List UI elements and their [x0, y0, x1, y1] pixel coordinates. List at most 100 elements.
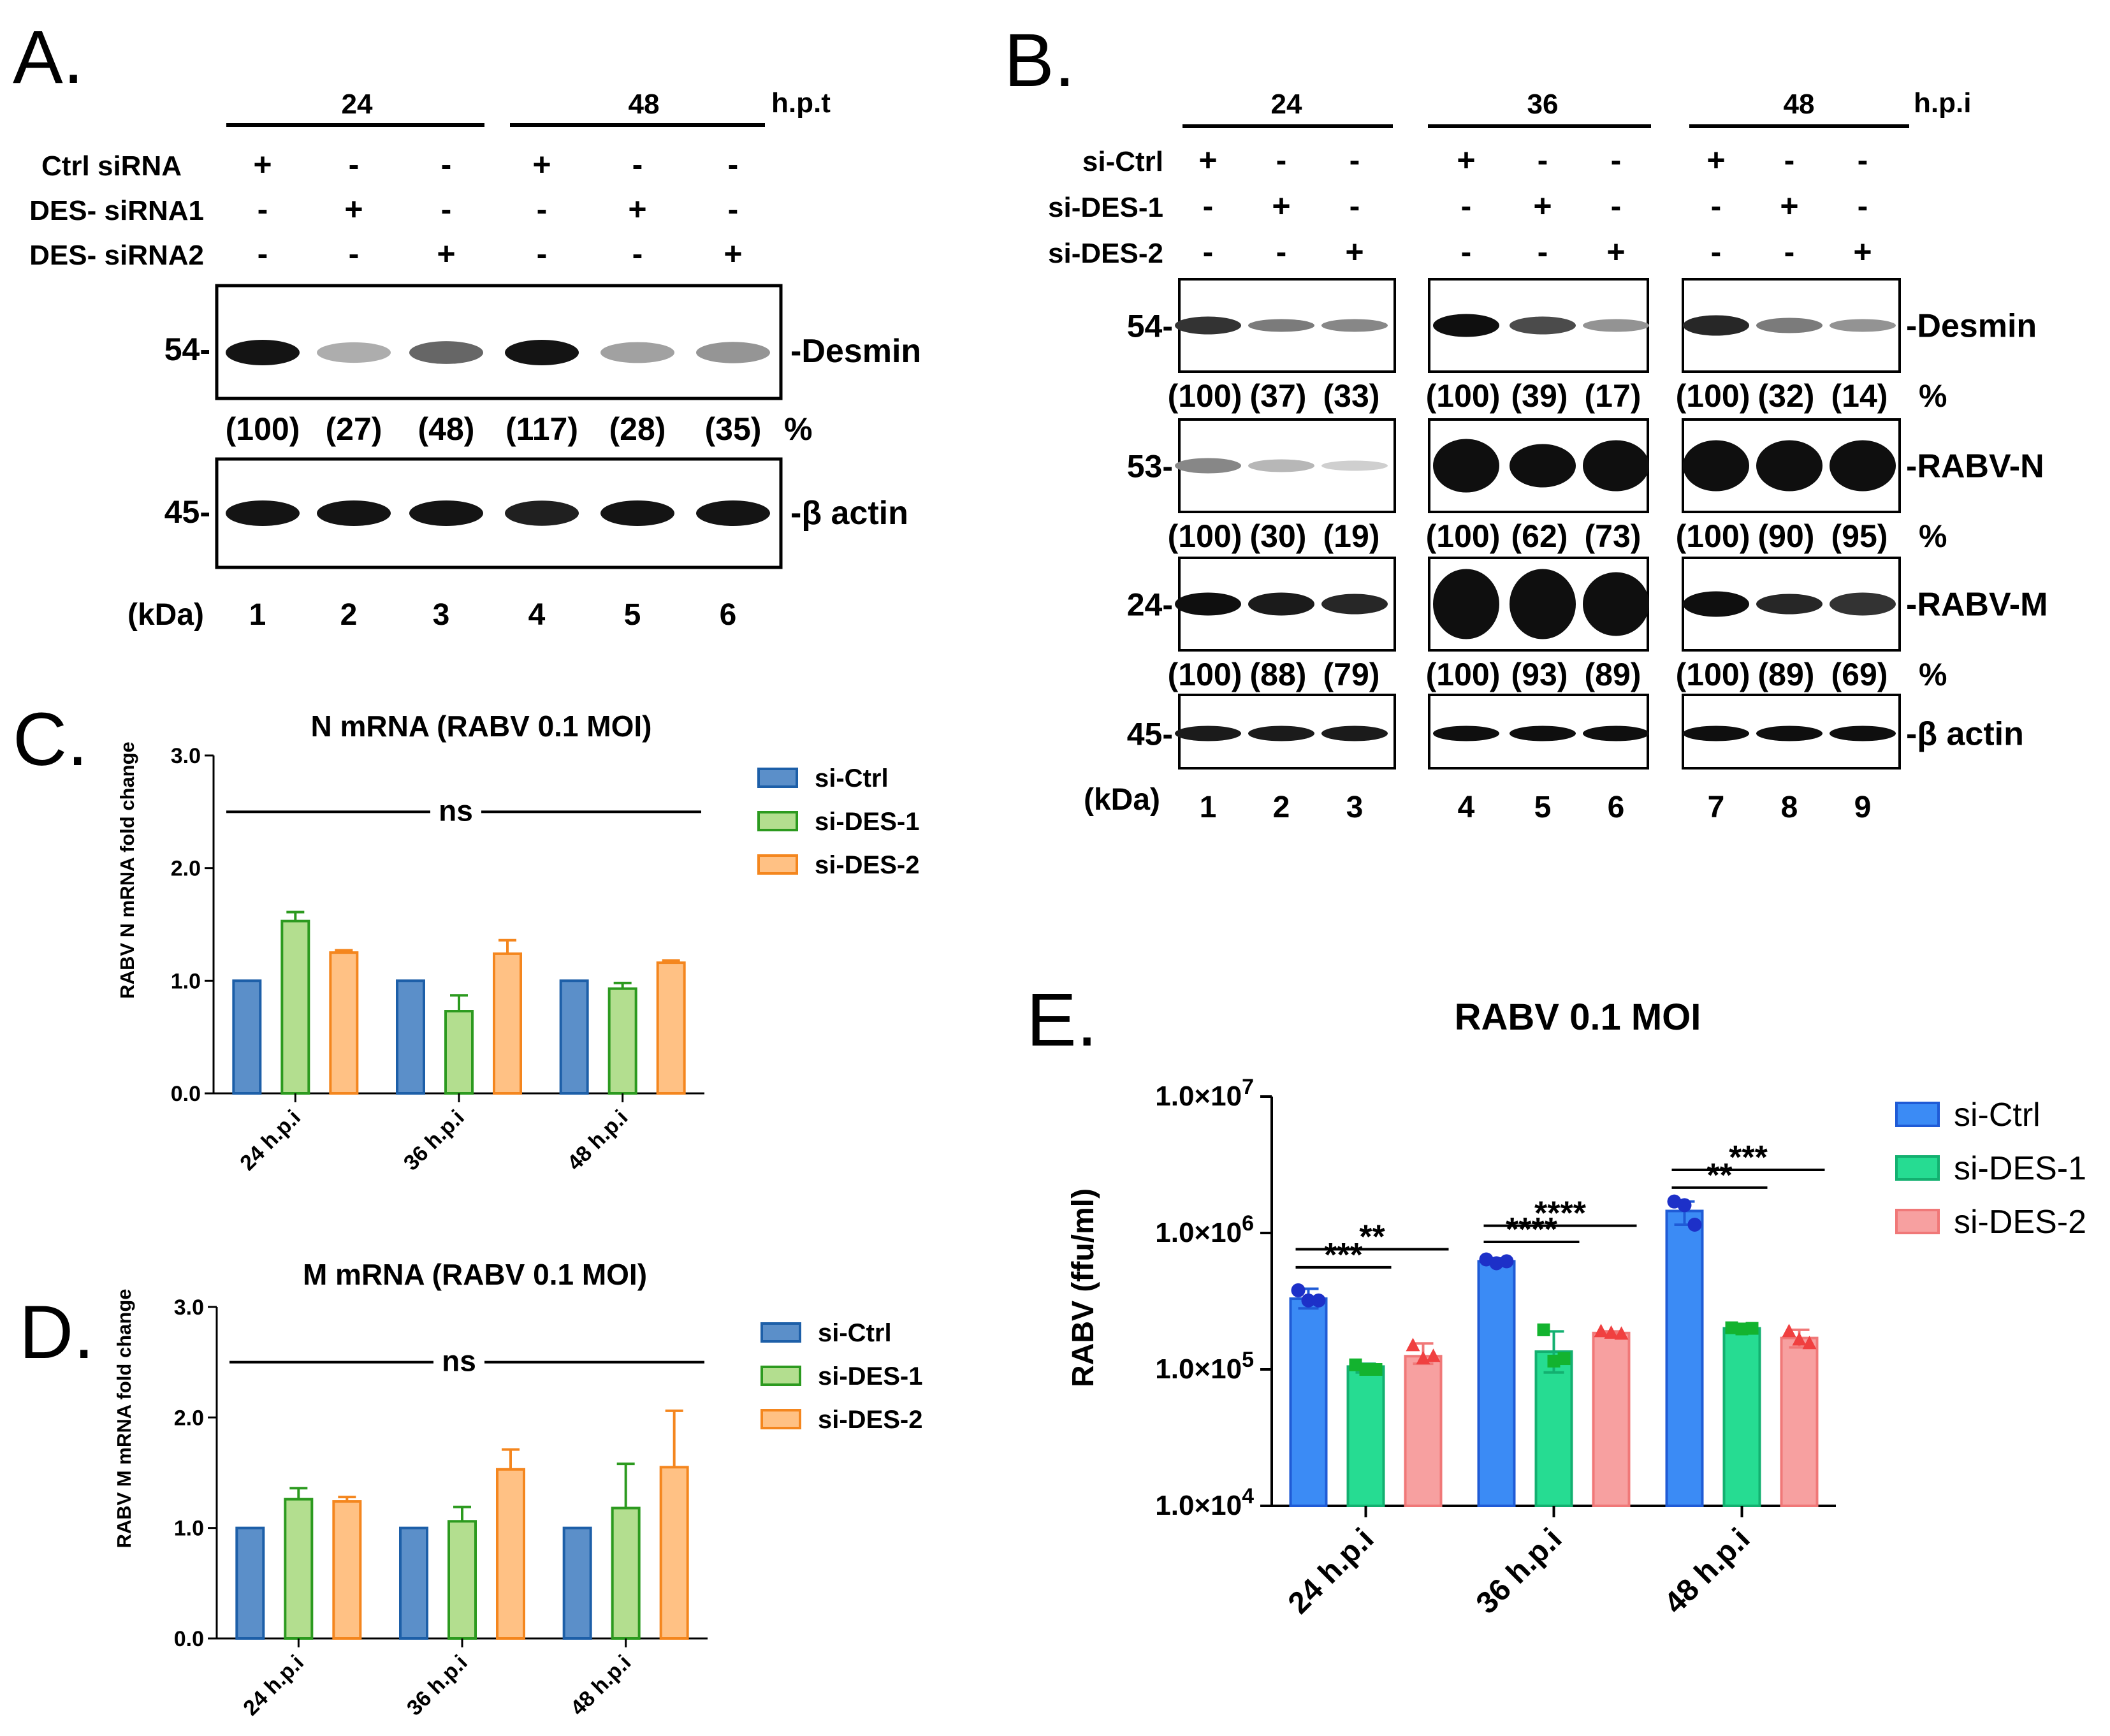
treatment-sign: +: [1706, 142, 1725, 178]
time-group-label: 24: [1271, 89, 1302, 120]
bar: [1477, 1260, 1516, 1508]
kda-marker: 45-: [164, 494, 210, 530]
percent-sign: %: [1919, 518, 1947, 554]
treatment-sign: +: [1853, 234, 1872, 270]
ns-label: ns: [442, 1345, 476, 1378]
protein-band: [1248, 726, 1314, 741]
treatment-sign: -: [258, 191, 268, 227]
protein-band: [317, 342, 391, 363]
quant-value: (89): [1758, 657, 1815, 692]
treatment-sign: -: [728, 191, 739, 227]
actin-blot-frame: [215, 457, 783, 569]
significance-label: ****: [1534, 1195, 1587, 1232]
quant-value: (17): [1585, 378, 1641, 414]
treatment-sign: -: [349, 147, 360, 182]
treatment-sign: -: [1611, 188, 1622, 224]
blot-label: -β actin: [1906, 716, 2024, 753]
panel-b-western-blot: 24 36 48 h.p.i si-Ctrl si-DES-1 si-DES-2…: [1048, 87, 2048, 824]
quant-value: (30): [1250, 518, 1307, 554]
quant-value: (100): [1426, 518, 1501, 554]
bar: [608, 987, 637, 1095]
treatment-sign: -: [258, 236, 268, 272]
y-axis-label: RABV N mRNA fold change: [116, 741, 138, 999]
lane-number: 4: [1458, 791, 1475, 824]
quant-value: (117): [506, 411, 578, 447]
x-tick-label: 24 h.p.i: [238, 1651, 309, 1721]
quant-value: (33): [1323, 378, 1380, 414]
legend-label: si-DES-1: [818, 1362, 923, 1390]
bar: [1665, 1209, 1704, 1508]
legend-swatch: [1895, 1102, 1940, 1127]
y-tick-label: 2.0: [174, 1406, 204, 1430]
data-point: [1687, 1218, 1702, 1232]
protein-band: [1433, 314, 1499, 337]
blot-label: -β actin: [790, 495, 908, 532]
desmin-bands: [226, 340, 770, 365]
significance-label: ***: [1729, 1139, 1768, 1176]
percent-sign: %: [1919, 657, 1947, 692]
protein-band: [1433, 726, 1499, 741]
quant-value: (32): [1758, 378, 1815, 414]
time-group-label: 36: [1527, 89, 1559, 120]
quant-value: (73): [1585, 518, 1641, 554]
bar: [329, 951, 359, 1095]
bar: [493, 952, 522, 1095]
treatment-sign: -: [1276, 142, 1287, 178]
lane-numbers: 1 2 3 4 5 6: [249, 598, 737, 632]
bar: [396, 979, 425, 1095]
x-tick-label: 48 h.p.i: [563, 1105, 633, 1176]
quant-value: (93): [1511, 657, 1568, 692]
x-tick-label: 24 h.p.i: [1282, 1522, 1380, 1620]
protein-band: [1433, 569, 1499, 639]
y-tick-label: 0.0: [174, 1627, 204, 1651]
protein-band: [409, 500, 483, 526]
y-tick-label: 1.0: [171, 969, 201, 993]
bar: [1780, 1336, 1819, 1507]
data-point: [1406, 1338, 1420, 1352]
legend-swatch: [757, 854, 798, 875]
quant-value: (100): [1676, 518, 1750, 554]
data-point: [1792, 1332, 1807, 1346]
bar: [656, 961, 686, 1095]
treatment-sign: -: [1350, 142, 1360, 178]
legend-swatch: [1895, 1209, 1940, 1234]
protein-band: [1683, 591, 1749, 617]
quant-value: (19): [1323, 518, 1380, 554]
time-group-label: 24: [342, 89, 373, 120]
data-point: [1291, 1283, 1306, 1297]
blot-label: -Desmin: [1906, 308, 2037, 345]
protein-band: [696, 342, 770, 363]
lane-number: 6: [720, 598, 737, 632]
panel-c-chart: N mRNA (RABV 0.1 MOI) RABV N mRNA fold c…: [116, 710, 920, 1175]
row-label: Ctrl siRNA: [41, 150, 182, 182]
protein-band: [409, 341, 483, 364]
data-point: [1537, 1323, 1550, 1336]
bar: [447, 1520, 477, 1640]
protein-band: [1583, 319, 1649, 332]
x-tick-label: 48 h.p.i: [566, 1651, 636, 1721]
protein-band: [1756, 726, 1823, 741]
protein-band: [1510, 569, 1576, 639]
treatment-sign: +: [1198, 142, 1217, 178]
data-point: [1782, 1324, 1796, 1338]
treatment-sign: +: [1457, 142, 1475, 178]
legend-label: si-Ctrl: [818, 1319, 892, 1347]
bar: [399, 1526, 428, 1640]
quant-value: (35): [705, 411, 762, 447]
x-tick-label: 48 h.p.i: [1658, 1522, 1756, 1620]
protein-band: [1510, 726, 1576, 741]
data-point: [1594, 1324, 1608, 1338]
bar: [1346, 1365, 1385, 1508]
treatment-sign: +: [437, 236, 455, 272]
lane-number: 2: [1273, 791, 1290, 824]
bar: [496, 1468, 525, 1640]
data-point: [1499, 1254, 1514, 1269]
quant-value: (62): [1511, 518, 1568, 554]
treatment-sign: -: [1461, 188, 1472, 224]
protein-band: [1175, 726, 1241, 741]
protein-band: [1248, 592, 1314, 616]
legend-label: si-Ctrl: [1954, 1097, 2041, 1134]
blot-label: -RABV-N: [1906, 448, 2044, 485]
treatment-sign: +: [253, 147, 272, 182]
